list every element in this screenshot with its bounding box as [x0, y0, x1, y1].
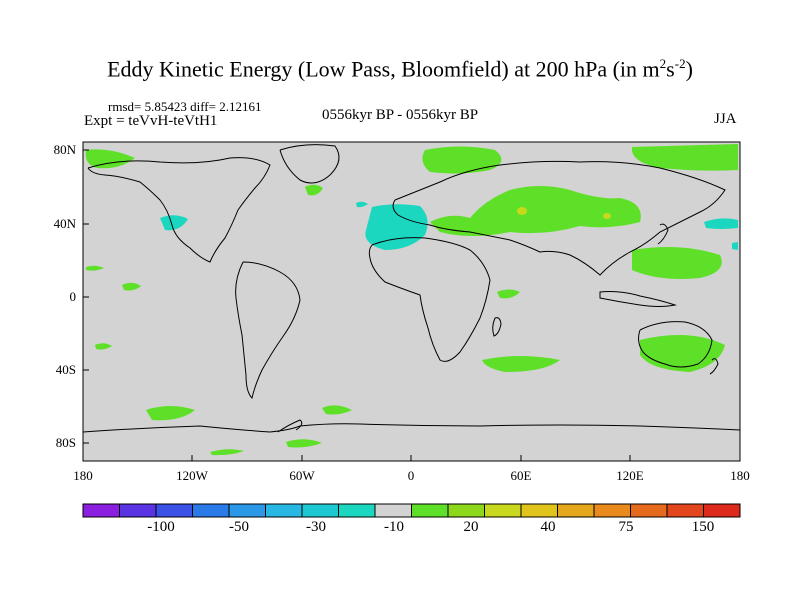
- colorbar-box: [82, 503, 120, 518]
- positive-anomaly-regions: [85, 144, 738, 456]
- coastline-greenland: [279, 144, 340, 184]
- lon-ticks: [82, 455, 741, 461]
- lat-label: 80S: [55, 435, 76, 450]
- lon-label: 60E: [510, 468, 532, 483]
- anomaly-spot: [517, 207, 527, 215]
- colorbar-label: -50: [229, 519, 249, 535]
- coastline-antarctic-peninsula: [277, 419, 303, 433]
- anomaly-region: [732, 242, 738, 250]
- colorbar-box: [411, 503, 449, 518]
- colorbar-box: [593, 503, 631, 518]
- anomaly-region: [146, 406, 195, 421]
- colorbar-label: -100: [147, 519, 175, 535]
- anomaly-region: [365, 204, 428, 250]
- anomaly-region: [631, 144, 738, 171]
- colorbar-box: [703, 503, 741, 518]
- anomaly-region: [497, 289, 520, 299]
- lon-label: 0: [407, 468, 415, 483]
- anomaly-region: [86, 265, 104, 271]
- coastline-eurasia: [392, 160, 726, 276]
- coastline-indonesia: [599, 291, 677, 307]
- colorbar-box: [484, 503, 522, 518]
- anomaly-spot: [603, 213, 611, 219]
- colorbar-box: [301, 503, 339, 518]
- lat-label: 40S: [55, 362, 76, 377]
- lon-label: 180: [730, 468, 750, 483]
- lon-label: 60W: [289, 468, 315, 483]
- strong-positive-spots: [517, 207, 611, 219]
- coastline-south-america: [235, 261, 301, 399]
- season-label: JJA: [714, 111, 737, 127]
- lon-label: 180: [73, 468, 93, 483]
- coastline-japan: [657, 223, 669, 245]
- anomaly-region: [356, 201, 368, 208]
- lat-label: 0: [69, 289, 77, 304]
- colorbar-box: [447, 503, 485, 518]
- stats-label: rmsd= 5.85423 diff= 2.12161: [108, 99, 262, 114]
- colorbar-label: -30: [306, 519, 326, 535]
- anomaly-region: [305, 184, 323, 196]
- coastline-north-america: [87, 157, 271, 263]
- lon-label: 120E: [616, 468, 644, 483]
- colorbar: [82, 503, 741, 518]
- anomaly-region: [85, 149, 135, 169]
- anomaly-region: [122, 282, 141, 291]
- anomaly-region: [95, 343, 112, 350]
- colorbar-box: [228, 503, 266, 518]
- plot-title: Eddy Kinetic Energy (Low Pass, Bloomfiel…: [107, 56, 693, 82]
- colorbar-label: 20: [463, 519, 479, 535]
- colorbar-box: [265, 503, 303, 518]
- lat-label: 80N: [53, 142, 76, 157]
- coastline-madagascar: [492, 317, 502, 337]
- negative-anomaly-regions: [160, 201, 738, 250]
- colorbar-box: [155, 503, 193, 518]
- map-background: [83, 142, 740, 461]
- anomaly-region: [482, 356, 560, 372]
- experiment-label: Expt = teVvH-teVtH1: [84, 113, 218, 129]
- colorbar-box: [374, 503, 412, 518]
- coastline-africa: [368, 237, 491, 362]
- colorbar-box: [338, 503, 376, 518]
- coastlines: [82, 144, 741, 433]
- anomaly-region: [160, 215, 188, 231]
- colorbar-label: 150: [691, 519, 715, 535]
- lat-ticks: [83, 149, 89, 444]
- colorbar-label: -10: [384, 519, 404, 535]
- anomaly-region: [430, 186, 641, 236]
- period-label: 0556kyr BP - 0556kyr BP: [322, 107, 479, 123]
- colorbar-label: 40: [540, 519, 556, 535]
- anomaly-region: [286, 439, 322, 448]
- colorbar-box: [520, 503, 558, 518]
- colorbar-box: [630, 503, 668, 518]
- coastline-antarctica: [82, 423, 741, 433]
- coastline-australia: [638, 321, 713, 368]
- colorbar-box: [557, 503, 595, 518]
- coastline-new-zealand: [709, 358, 719, 375]
- colorbar-label: 75: [618, 519, 634, 535]
- anomaly-region: [632, 246, 722, 279]
- lon-label: 120W: [176, 468, 208, 483]
- colorbar-box: [666, 503, 704, 518]
- lat-label: 40N: [53, 216, 76, 231]
- anomaly-region: [704, 218, 738, 229]
- anomaly-region: [210, 449, 244, 456]
- anomaly-region: [322, 405, 352, 415]
- colorbar-box: [192, 503, 230, 518]
- anomaly-region: [422, 146, 502, 174]
- colorbar-box: [119, 503, 157, 518]
